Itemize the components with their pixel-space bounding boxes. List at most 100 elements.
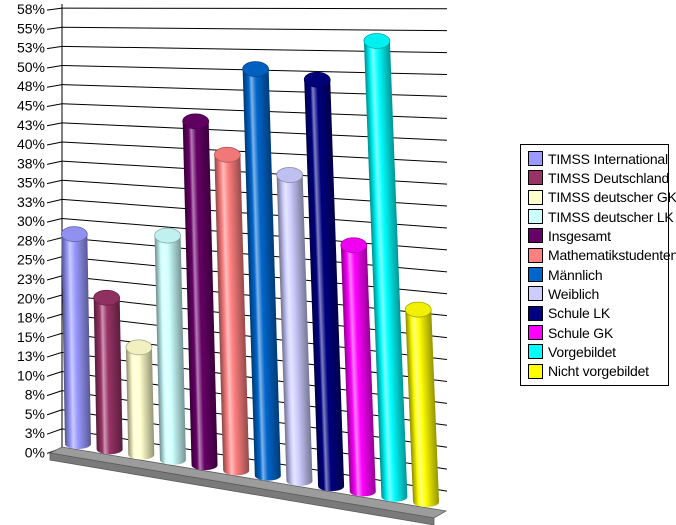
legend-item-label: Insgesamt [548,227,611,244]
y-axis-tick-label: 35% [17,175,45,191]
y-tick-labels: 0% 3% 5% 8% 10% 13% 15% 18% 20% 23% 25% 28% 30% 33% 35… [17,1,45,460]
legend-item-label: TIMSS deutscher GK [548,189,676,206]
y-axis-tick-label: 8% [25,387,45,403]
y-axis-tick-label: 10% [17,367,45,383]
legend-swatch [528,344,543,360]
legend-item-label: Vorgebildet [548,343,616,360]
bar-top-cap [214,146,241,163]
legend-item-label: TIMSS Deutschland [548,169,670,186]
bar-nicht-vorgebildet [404,301,440,507]
legend-item-label: Mathematikstudenten [548,247,676,264]
y-axis-tick-label: 55% [17,20,45,36]
bar-top-cap [125,339,153,356]
gridline [61,26,448,32]
y-axis-tick-label: 15% [17,329,45,345]
legend-item-label: Männlich [548,266,603,283]
axis-tick [46,103,63,107]
bar-top-cap [303,71,331,88]
axis-tick [46,275,63,281]
legend-item: Insgesamt [528,226,665,245]
axis-tick [46,198,63,204]
legend-item: TIMSS International [528,149,668,168]
legend: TIMSS International TIMSS Deutschland TIMS… [520,144,676,386]
y-axis-tick-label: 20% [17,290,45,306]
bar-body [182,121,218,471]
legend-item: TIMSS Deutschland [528,168,669,187]
bar-insgesamt [182,113,218,471]
axis-tick [46,218,63,223]
y-axis-tick-label: 50% [17,59,45,75]
legend-swatch [528,151,543,167]
y-axis-tick-label: 18% [17,310,45,326]
legend-swatch [528,247,543,263]
bar-schule-gk [340,237,376,497]
bar-top-cap [276,167,304,183]
bar-timss-international [60,226,92,449]
bar-body [214,154,250,476]
legend-swatch [528,267,543,283]
legend-item: Männlich [528,265,665,284]
y-axis-tick-label: 40% [17,136,45,152]
bar-top-cap [242,61,270,78]
bar-vorgebildet [363,33,408,502]
y-axis-tick-label: 53% [17,40,45,56]
legend-item-label: TIMSS International [548,150,668,167]
legend-item: Nicht vorgebildet [528,362,665,381]
bar-body [340,245,376,497]
bar-top-cap [93,289,121,306]
legend-swatch [528,305,543,321]
axis-tick [46,45,63,50]
axis-tick [46,7,63,11]
legend-item: Weiblich [528,284,665,303]
legend-item: Vorgebildet [528,342,665,361]
bar-timss-deutscher-gk [125,339,155,460]
legend-item-label: Schule LK [548,305,611,322]
legend-swatch [528,170,543,186]
bar-top-cap [363,33,391,49]
legend-item: TIMSS deutscher LK [528,207,674,226]
y-axis-tick-label: 33% [17,194,45,210]
legend-swatch [528,209,543,225]
y-axis-tick-label: 45% [17,98,45,114]
bars [60,33,440,507]
legend-item-label: Nicht vorgebildet [548,363,649,380]
bar-timss-deutschland [93,289,123,455]
bar-body [93,297,123,455]
y-axis-tick-label: 30% [17,213,45,229]
y-axis-tick-label: 38% [17,155,45,171]
bar-body [276,175,313,486]
axis-tick [46,256,63,262]
bar-top-cap [154,227,181,244]
legend-item-label: Schule GK [548,324,614,341]
axis-tick [46,313,63,320]
bar-timss-deutscher-lk [154,227,186,465]
y-axis-tick-label: 13% [17,348,45,364]
bar-top-cap [60,226,88,243]
y-axis-tick-label: 0% [25,444,45,460]
gridline [61,7,448,10]
legend-item: Schule GK [528,323,665,342]
legend-swatch [528,228,543,244]
legend-item: Mathematikstudenten [528,246,676,265]
axis-tick [46,390,63,397]
legend-item-label: TIMSS deutscher LK [548,208,674,225]
legend-swatch [528,325,543,341]
y-axis-tick-label: 25% [17,252,45,268]
bar-body [242,69,281,481]
bar-schule-lk [303,71,345,492]
bar-weiblich [276,167,313,486]
y-axis-tick-label: 5% [25,406,45,422]
bar-body [125,347,155,460]
bar-top-cap [404,301,432,318]
y-axis-tick-label: 48% [17,78,45,94]
legend-item: TIMSS deutscher GK [528,188,676,207]
bar-body [61,234,92,449]
axis-tick [46,26,63,30]
legend-item: Schule LK [528,304,665,323]
legend-swatch [528,286,543,302]
legend-swatch [528,189,543,205]
legend-swatch [528,363,543,379]
axis-tick [46,84,63,88]
